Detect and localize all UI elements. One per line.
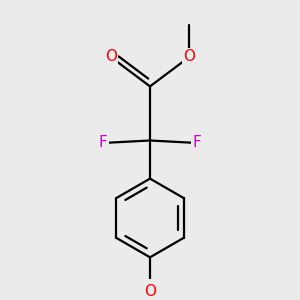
Text: F: F [192,136,201,151]
Text: F: F [99,136,108,151]
Text: O: O [105,50,117,64]
Text: O: O [183,50,195,64]
Text: O: O [144,284,156,299]
